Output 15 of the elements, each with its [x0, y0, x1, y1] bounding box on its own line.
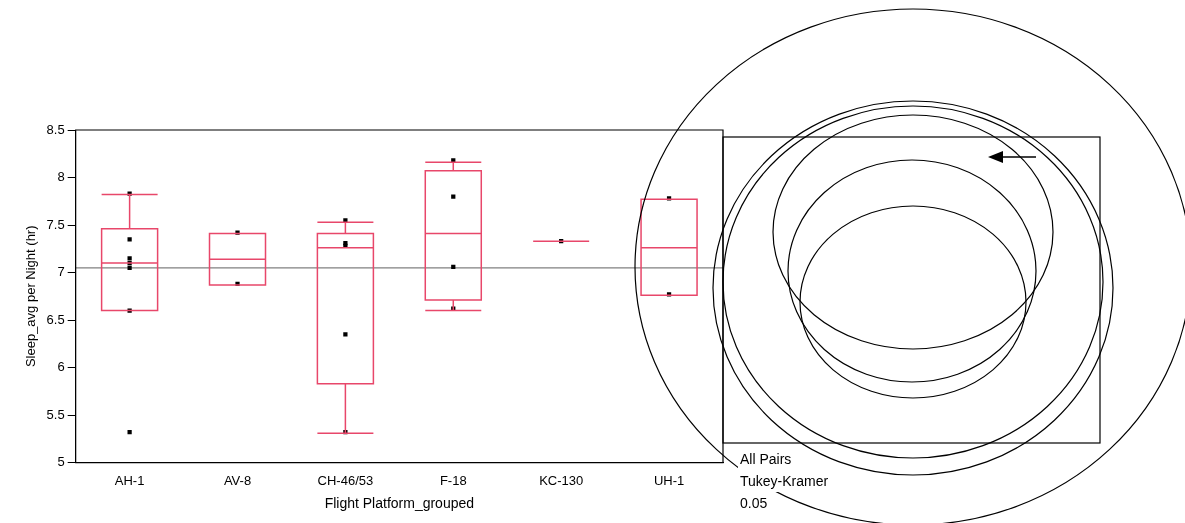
y-tick-label: 8.5 — [46, 121, 65, 137]
y-tick-label: 5 — [57, 454, 65, 470]
y-tick-label: 6 — [57, 359, 65, 375]
y-tick-label: 7.5 — [46, 216, 65, 232]
y-tick-label: 6.5 — [46, 311, 65, 327]
y-tick-label: 7 — [57, 264, 65, 280]
x-tick-label: KC-130 — [539, 472, 584, 488]
x-tick-label: CH-46/53 — [317, 472, 374, 488]
y-axis-title: Sleep_avg per Night (hr) — [23, 225, 39, 368]
y-tick-label: 5.5 — [46, 406, 65, 422]
x-tick-label: AH-1 — [114, 472, 145, 488]
x-tick-label: AV-8 — [223, 472, 252, 488]
x-tick-label: F-18 — [439, 472, 467, 488]
x-axis-title: Flight Platform_grouped — [324, 495, 475, 512]
y-tick-label: 8 — [57, 169, 65, 185]
